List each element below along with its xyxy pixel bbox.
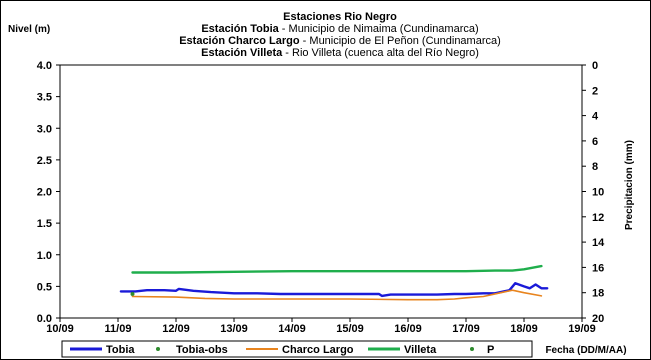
legend-label-tobia-obs: Tobia-obs — [176, 344, 228, 356]
x-tick-label: 15/09 — [336, 323, 364, 335]
y2-tick-label: 18 — [592, 288, 604, 300]
plot-area — [59, 64, 583, 319]
y2-axis-title: Precipitacion (mm) — [624, 140, 635, 230]
x-tick-label: 13/09 — [220, 323, 248, 335]
series-layer — [119, 264, 549, 301]
x-tick-label: 11/09 — [105, 323, 132, 335]
subtitle-line-2: Estación Charco Largo - Municipio de El … — [179, 35, 501, 47]
x-axis-title: Fecha (DD/M/AA) — [545, 345, 626, 356]
y2-tick-label: 16 — [592, 262, 604, 274]
chart-title: Estaciones Rio Negro — [283, 11, 397, 23]
series-line-tobia — [119, 282, 549, 298]
series-line-villeta — [131, 264, 543, 274]
x-tick-label: 17/09 — [452, 323, 480, 335]
legend-label-villeta: Villeta — [404, 344, 437, 356]
y-tick-label: 0.0 — [37, 313, 52, 325]
series-line-charco-largo — [131, 289, 543, 301]
y2-tick-label: 0 — [592, 60, 598, 72]
y-tick-label: 1.0 — [37, 250, 52, 262]
subtitle-line-3-bold: Estación Villeta — [201, 47, 283, 59]
subtitle-line-3-normal: - Rio Villeta (cuenca alta del Río Negro… — [282, 47, 479, 59]
y-tick-label: 3.0 — [37, 123, 52, 135]
y2-tick-label: 12 — [592, 212, 604, 224]
y2-tick-label: 14 — [592, 237, 605, 249]
subtitle-line-1-bold: Estación Tobia — [201, 23, 279, 35]
series-point-tobia-obs — [130, 291, 135, 296]
y2-tick-label: 20 — [592, 313, 604, 325]
subtitle-line-2-bold: Estación Charco Largo — [179, 35, 300, 47]
y-tick-label: 2.0 — [37, 187, 52, 199]
y-tick-label: 4.0 — [37, 60, 52, 72]
subtitle-line-2-normal: - Municipio de El Peñon (Cundinamarca) — [300, 35, 501, 47]
x-tick-label: 14/09 — [278, 323, 306, 335]
y-axis: 0.0 0.5 1.0 1.5 2.0 2.5 3.0 3.5 4.0 — [37, 60, 60, 325]
x-tick-label: 16/09 — [394, 323, 422, 335]
legend-label-tobia: Tobia — [106, 344, 135, 356]
legend-marker-p — [470, 347, 474, 351]
subtitle-line-1-normal: - Municipio de Nimaima (Cundinamarca) — [279, 23, 479, 35]
legend-marker-tobia-obs — [156, 347, 160, 351]
y-tick-label: 0.5 — [37, 281, 52, 293]
y-tick-label: 3.5 — [37, 92, 52, 104]
y-tick-label: 1.5 — [37, 218, 52, 230]
subtitle-line-3: Estación Villeta - Rio Villeta (cuenca a… — [201, 47, 479, 59]
legend-box — [61, 340, 533, 358]
y2-axis: 0 2 4 6 8 10 12 14 16 18 20 — [582, 60, 605, 325]
y2-tick-label: 4 — [592, 111, 599, 123]
x-axis: 10/09 11/09 12/09 13/09 14/09 15/09 16/09 17/09… — [46, 318, 596, 335]
subtitle-line-1: Estación Tobia - Municipio de Nimaima (C… — [201, 23, 478, 35]
x-tick-label: 10/09 — [46, 323, 74, 335]
x-tick-label: 12/09 — [162, 323, 190, 335]
legend: Tobia Tobia-obs Charco Largo Villeta P — [61, 340, 533, 358]
y-tick-label: 2.5 — [37, 155, 52, 167]
y2-tick-label: 6 — [592, 136, 598, 148]
y-axis-title: Nivel (m) — [8, 24, 50, 35]
legend-label-charco-largo: Charco Largo — [282, 344, 354, 356]
y2-tick-label: 8 — [592, 161, 598, 173]
legend-label-p: P — [487, 344, 494, 356]
y2-tick-label: 2 — [592, 85, 598, 97]
x-tick-label: 18/09 — [510, 323, 538, 335]
y2-tick-label: 10 — [592, 187, 604, 199]
x-tick-label: 19/09 — [568, 323, 596, 335]
